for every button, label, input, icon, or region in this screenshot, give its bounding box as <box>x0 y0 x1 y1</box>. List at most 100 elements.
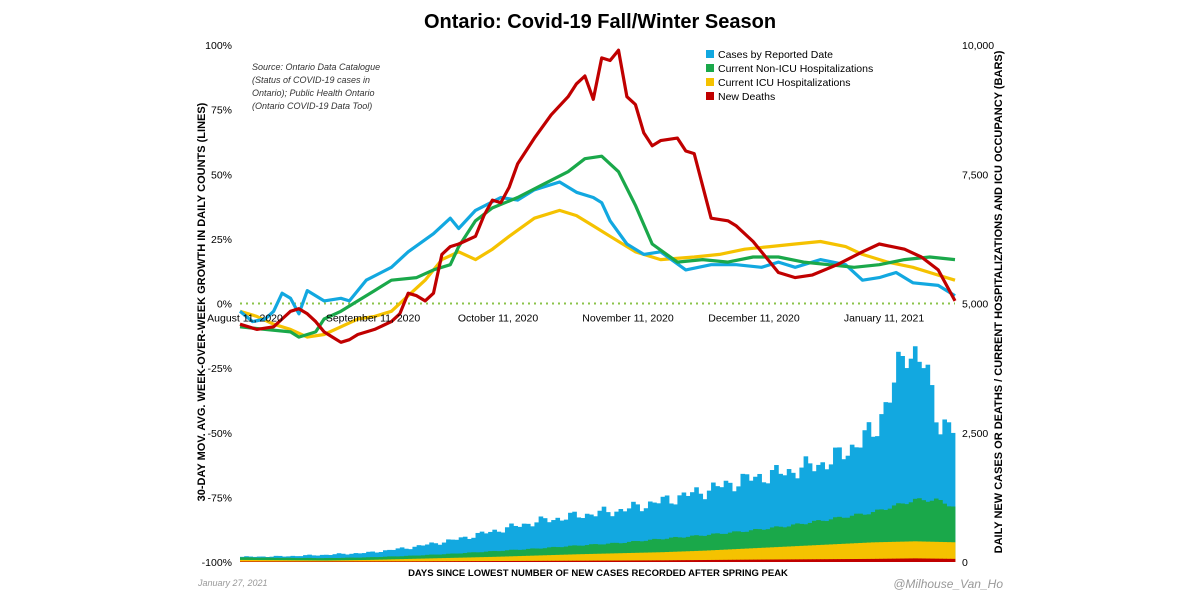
bar <box>547 555 552 562</box>
bar <box>328 561 333 562</box>
bar <box>492 561 497 562</box>
bar <box>744 474 750 562</box>
bar <box>925 501 931 562</box>
bar <box>425 561 430 562</box>
bar <box>555 547 561 562</box>
y-left-tick-label: 100% <box>205 40 232 52</box>
legend-swatch <box>706 78 714 86</box>
bar <box>597 510 603 562</box>
bar <box>698 493 704 562</box>
bar <box>340 561 346 562</box>
bar <box>479 561 485 562</box>
bar <box>673 551 678 562</box>
bar <box>854 447 859 562</box>
bar <box>597 553 603 562</box>
bar <box>248 561 254 562</box>
bar <box>462 561 468 562</box>
bar <box>917 361 922 562</box>
bar <box>761 529 767 562</box>
bar <box>824 521 830 562</box>
bar <box>383 550 388 562</box>
bar <box>298 561 304 562</box>
bar <box>799 545 804 562</box>
bar <box>589 514 594 562</box>
bar <box>563 560 569 562</box>
bar <box>269 561 275 562</box>
bar <box>286 557 291 562</box>
bar <box>652 560 657 562</box>
bar <box>526 560 531 562</box>
bar <box>555 517 561 562</box>
bar <box>887 558 893 562</box>
bar <box>664 560 670 562</box>
bar <box>753 548 758 562</box>
bar-series <box>240 558 956 562</box>
bar <box>345 560 350 562</box>
bar <box>929 558 935 562</box>
bar <box>256 557 262 562</box>
bar <box>542 555 548 562</box>
bar <box>504 527 510 562</box>
bar <box>774 547 779 562</box>
bar <box>294 561 300 562</box>
bar <box>887 541 893 562</box>
legend: Cases by Reported Date Current Non-ICU Ho… <box>706 49 873 103</box>
bar <box>669 560 674 562</box>
bar <box>732 531 737 562</box>
bars-layer <box>240 346 956 562</box>
bar <box>660 496 666 562</box>
bar <box>711 550 716 562</box>
bar <box>446 561 451 562</box>
bar <box>757 547 762 562</box>
bar <box>685 551 691 562</box>
bar <box>311 561 317 562</box>
bar <box>450 557 455 562</box>
bar <box>904 541 910 562</box>
bar <box>530 560 535 562</box>
bar <box>736 486 741 562</box>
series-line <box>238 180 956 324</box>
bar <box>639 552 645 562</box>
bar <box>824 544 830 562</box>
bar <box>694 550 699 562</box>
bar <box>715 533 720 562</box>
bar <box>366 551 371 562</box>
bar <box>866 542 872 562</box>
bar <box>412 555 418 562</box>
bar <box>504 550 510 562</box>
bar <box>820 520 826 562</box>
bar <box>589 544 594 562</box>
y-axis-right-title: DAILY NEW CASES OR DEATHS / CURRENT HOSP… <box>993 50 1005 553</box>
bar <box>845 543 851 562</box>
legend-label: Cases by Reported Date <box>718 49 833 61</box>
bar <box>534 522 540 562</box>
bar <box>580 518 586 562</box>
bar <box>240 557 245 562</box>
bar <box>315 561 321 562</box>
bar <box>441 558 447 562</box>
bar <box>345 561 350 562</box>
bar <box>660 539 666 562</box>
bar <box>542 518 548 562</box>
bar <box>845 455 851 562</box>
bar <box>509 556 514 562</box>
legend-label: Current ICU Hospitalizations <box>718 77 850 89</box>
bar <box>387 561 392 562</box>
bar <box>732 559 737 562</box>
bar <box>866 558 872 562</box>
bar <box>399 561 405 562</box>
x-tick-label: December 11, 2020 <box>708 313 800 325</box>
bar <box>929 500 935 562</box>
bar <box>483 533 489 562</box>
bar <box>727 559 733 562</box>
bar <box>383 559 388 562</box>
bar <box>858 558 863 562</box>
bar <box>925 558 931 562</box>
bar <box>273 560 279 562</box>
bar <box>812 471 817 562</box>
bar <box>706 490 712 562</box>
bar <box>769 470 775 562</box>
bar <box>429 561 434 562</box>
bar <box>690 560 695 562</box>
